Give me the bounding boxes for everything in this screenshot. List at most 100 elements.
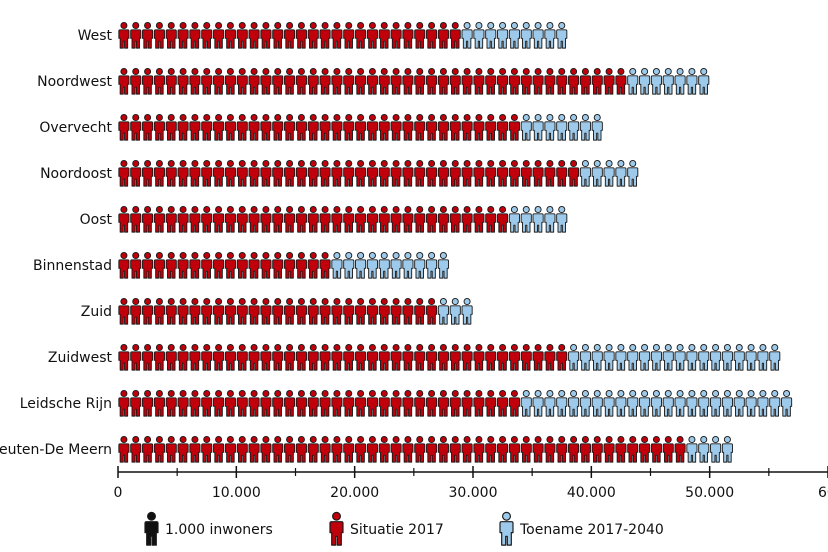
situatie-2017-icon [141,343,154,371]
situatie-2017-icon [496,113,509,141]
situatie-2017-icon [520,435,532,463]
situatie-2017-icon [331,21,343,49]
situatie-2017-icon [556,159,568,187]
situatie-2017-icon [260,21,272,49]
toename-icon [473,21,485,49]
situatie-2017-icon [485,205,497,233]
situatie-2017-icon [283,67,296,95]
situatie-2017-icon [544,343,556,371]
situatie-2017-icon [496,435,509,463]
situatie-2017-icon [449,389,461,417]
toename-icon [591,389,603,417]
category-label: Binnenstad [33,258,112,274]
situatie-2017-icon [295,297,308,325]
toename-icon [698,389,710,417]
situatie-2017-icon [473,159,485,187]
situatie-2017-icon [378,113,390,141]
situatie-2017-icon [236,435,248,463]
situatie-2017-icon [378,389,390,417]
toename-icon [544,389,556,417]
toename-icon [485,21,497,49]
situatie-2017-icon [425,113,438,141]
situatie-2017-icon [674,435,686,463]
situatie-2017-icon [402,297,414,325]
toename-icon [591,113,603,141]
situatie-2017-icon [189,435,201,463]
situatie-2017-icon [212,159,225,187]
toename-icon [662,67,674,95]
situatie-2017-icon [236,113,248,141]
situatie-2017-icon [425,389,438,417]
situatie-2017-icon [414,21,426,49]
toename-icon [638,389,651,417]
situatie-2017-icon [307,389,319,417]
situatie-2017-icon [165,205,177,233]
situatie-2017-icon [224,159,237,187]
situatie-2017-icon [118,21,130,49]
situatie-2017-icon [118,205,130,233]
situatie-2017-icon [579,67,592,95]
situatie-2017-icon [496,67,509,95]
situatie-2017-icon [319,297,331,325]
situatie-2017-icon [177,159,189,187]
situatie-2017-icon [212,297,225,325]
situatie-2017-icon [177,21,189,49]
situatie-2017-icon [224,113,237,141]
toename-icon [390,251,402,279]
situatie-2017-icon [272,21,284,49]
situatie-2017-icon [402,205,414,233]
situatie-2017-icon [177,343,189,371]
toename-icon [366,251,379,279]
toename-icon [544,113,556,141]
situatie-2017-icon [260,113,272,141]
toename-icon [615,343,627,371]
situatie-2017-icon [224,297,237,325]
situatie-2017-icon [224,435,237,463]
situatie-2017-icon [567,67,580,95]
x-tick-label: 30.000 [449,485,498,501]
situatie-2017-icon [201,251,213,279]
situatie-2017-icon [153,251,166,279]
situatie-2017-icon [118,113,130,141]
toename-icon [745,389,757,417]
situatie-2017-icon [212,389,225,417]
situatie-2017-icon [272,435,284,463]
situatie-2017-icon [615,435,627,463]
toename-icon [579,389,592,417]
toename-icon [709,343,722,371]
toename-icon [520,113,532,141]
situatie-2017-icon [508,159,521,187]
situatie-2017-icon [343,435,355,463]
situatie-2017-icon [343,21,355,49]
x-tick-label: 60 [818,485,828,501]
situatie-2017-icon [212,113,225,141]
toename-icon [532,205,544,233]
situatie-2017-icon [307,21,319,49]
row-overvecht: Overvecht [39,113,603,141]
situatie-2017-icon [130,159,142,187]
situatie-2017-icon [165,113,177,141]
situatie-2017-icon [354,21,367,49]
toename-icon [769,343,781,371]
toename-icon [378,251,390,279]
situatie-2017-icon [201,67,213,95]
toename-icon [579,343,592,371]
situatie-2017-icon [319,21,331,49]
situatie-2017-icon [366,205,379,233]
situatie-2017-icon [319,251,331,279]
toename-icon [520,389,532,417]
situatie-2017-icon [118,67,130,95]
situatie-2017-icon [130,435,142,463]
situatie-2017-icon [236,343,248,371]
situatie-2017-icon [485,159,497,187]
situatie-2017-icon [343,205,355,233]
situatie-2017-icon [402,113,414,141]
situatie-2017-icon [390,205,402,233]
situatie-2017-icon [212,67,225,95]
situatie-2017-icon [473,67,485,95]
situatie-2017-icon [449,205,461,233]
person-icon [329,511,344,546]
situatie-2017-icon [414,435,426,463]
situatie-2017-icon [153,435,166,463]
legend: 1.000 inwoners Situatie 2017 Toename 2017-… [144,511,664,546]
